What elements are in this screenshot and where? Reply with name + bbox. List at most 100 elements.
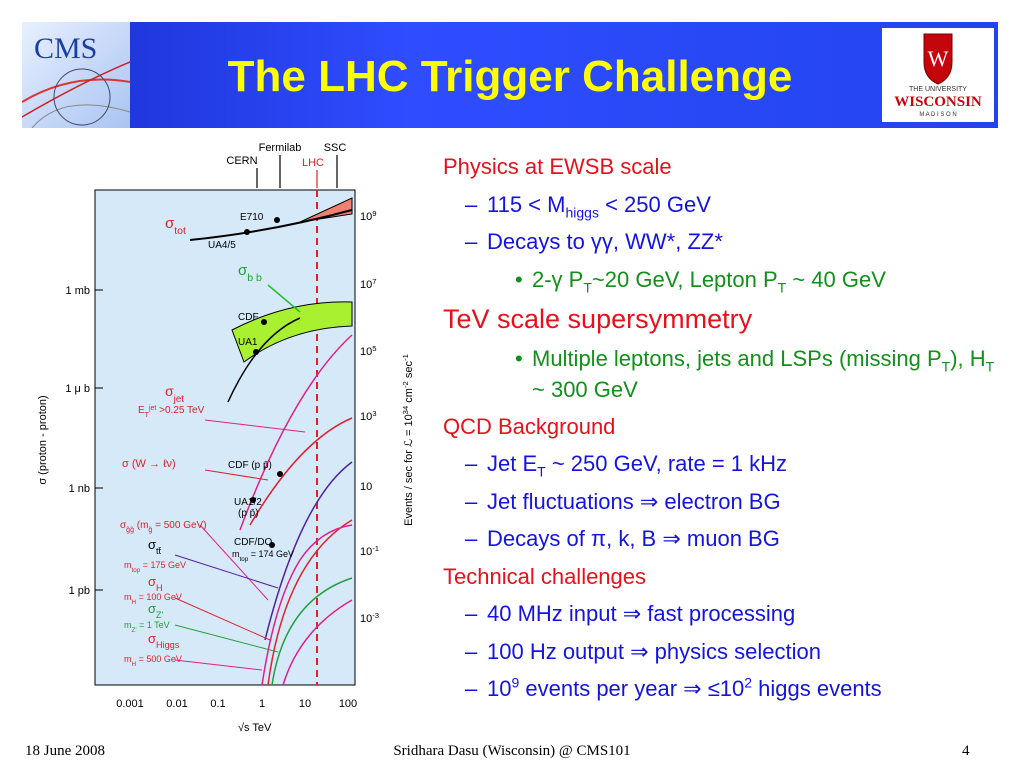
- y2-tick-label: 10: [360, 481, 372, 493]
- text-run: sec: [403, 360, 415, 381]
- text-run: >0.25 TeV: [156, 405, 204, 416]
- text-run: Decays to γγ, WW*, ZZ*: [487, 229, 723, 254]
- text-run: 10: [360, 211, 372, 223]
- bullet-l0: TeV scale supersymmetry: [443, 298, 1018, 340]
- x-axis-label: √s TeV: [238, 722, 272, 732]
- curve-label: σb b: [238, 262, 262, 284]
- bullet-l1: Jet ET ~ 250 GeV, rate = 1 kHz: [443, 445, 1018, 483]
- text-run: 10: [360, 411, 372, 423]
- text-run: 100 Hz output ⇒ physics selection: [487, 638, 821, 664]
- svg-text:W: W: [928, 46, 949, 71]
- x-tick-label: 0.1: [210, 698, 225, 710]
- curves: [174, 197, 353, 686]
- curve-label: mH = 500 GeV: [124, 654, 182, 668]
- subscript: T: [777, 278, 787, 295]
- text-run: QCD Background: [443, 413, 616, 439]
- curve-label: σZ': [148, 601, 164, 620]
- text-run: ~ 250 GeV, rate = 1 kHz: [545, 451, 788, 476]
- text-run: UA1: [238, 337, 258, 348]
- subscript: Z': [132, 627, 137, 634]
- text-run: m: [124, 592, 132, 602]
- supscript: -1: [372, 544, 379, 553]
- y2-tick-label: 10-3: [360, 611, 379, 626]
- x-tick-label: 10: [299, 698, 311, 710]
- text-run: 10: [360, 279, 372, 291]
- supscript: jet: [148, 405, 156, 412]
- curve-label: UA1/2: [234, 497, 262, 508]
- subscript: T: [985, 357, 995, 374]
- subscript: tt̄: [156, 546, 162, 556]
- bullet-l1: 109 events per year ⇒ ≤102 higgs events: [443, 670, 1018, 708]
- cms-logo-art: [22, 61, 130, 128]
- supscript: -1: [401, 354, 410, 361]
- curve-label: σ (W → ℓν): [122, 458, 176, 470]
- text-run: 10: [360, 481, 372, 493]
- text-run: = 174 GeV: [248, 549, 294, 559]
- text-run: σ: [165, 215, 175, 232]
- subscript: T: [145, 412, 150, 419]
- supscript: 5: [372, 344, 376, 353]
- curve-label: mZ' = 1 TeV: [124, 620, 170, 634]
- curve-label: CDF: [238, 312, 259, 323]
- y2-tick-label: 103: [360, 409, 377, 424]
- top-arrows: [256, 155, 338, 188]
- x-tick-label: 0.01: [166, 698, 187, 710]
- subscript: tot: [174, 225, 186, 237]
- text-run: σ (proton - proton): [37, 395, 49, 484]
- subscript: T: [537, 463, 546, 480]
- y-axis-label: σ (proton - proton): [37, 395, 49, 484]
- text-run: m: [124, 560, 132, 570]
- bullet-l0: QCD Background: [443, 408, 1018, 446]
- bullet-list: Physics at EWSB scale 115 < Mhiggs < 250 …: [443, 148, 1018, 708]
- x-tick-label: 100: [339, 698, 357, 710]
- curve-label: UA1: [238, 337, 258, 348]
- curve-label: σtot: [165, 215, 186, 237]
- x-tick-label: 0.001: [116, 698, 144, 710]
- text-run: ), H: [950, 345, 986, 371]
- subscript: Z': [156, 610, 164, 620]
- subscript: H: [132, 599, 137, 606]
- text-run: higgs events: [752, 676, 882, 701]
- text-run: ~ 40 GeV: [786, 266, 886, 292]
- energy-label: SSC: [324, 142, 347, 154]
- supscript: -3: [372, 611, 379, 620]
- bullet-l0: Physics at EWSB scale: [443, 148, 1018, 186]
- subscript: H: [132, 661, 137, 668]
- text-run: σ: [148, 631, 156, 646]
- uw-name: WISCONSIN: [894, 94, 982, 110]
- text-run: 40 MHz input ⇒ fast processing: [487, 601, 796, 626]
- curve-label: mtop = 175 GeV: [124, 560, 186, 574]
- text-run: Physics at EWSB scale: [443, 154, 672, 179]
- text-run: < 250 GeV: [598, 191, 711, 217]
- text-run: = 100 GeV: [136, 592, 182, 602]
- y2-tick-label: 107: [360, 277, 377, 292]
- text-run: UA1/2: [234, 497, 262, 508]
- footer-date: 18 June 2008: [25, 743, 105, 759]
- data-points: [244, 217, 283, 548]
- curve-label: σH: [148, 574, 163, 593]
- text-run: Technical challenges: [443, 563, 647, 589]
- subscript: top: [240, 556, 249, 563]
- text-run: Decays of π, k, B ⇒ muon BG: [487, 526, 780, 551]
- text-run: Jet E: [487, 451, 538, 476]
- text-run: m: [124, 620, 132, 630]
- uw-line: THE UNIVERSITY: [909, 86, 967, 93]
- text-run: 2-γ P: [532, 266, 584, 292]
- text-run: CDF/DO: [234, 537, 273, 548]
- text-run: TeV scale supersymmetry: [443, 303, 753, 334]
- text-run: σ: [165, 383, 174, 399]
- curve-label: E710: [240, 212, 264, 223]
- energy-label: Fermilab: [259, 142, 302, 154]
- curve-label: UA4/5: [208, 240, 236, 251]
- text-run: 10: [487, 676, 512, 701]
- y2-tick-label: 105: [360, 344, 377, 359]
- text-run: σ: [238, 262, 248, 279]
- supscript: 9: [372, 209, 376, 218]
- wisconsin-logo: W THE UNIVERSITY WISCONSIN M A D I S O N: [882, 28, 994, 122]
- text-run: (p p̄): [238, 508, 259, 519]
- footer-center: Sridhara Dasu (Wisconsin) @ CMS101: [393, 743, 631, 759]
- supscript: 34: [401, 405, 410, 414]
- curve-label: σtt̄: [148, 537, 162, 556]
- text-run: E: [138, 405, 145, 416]
